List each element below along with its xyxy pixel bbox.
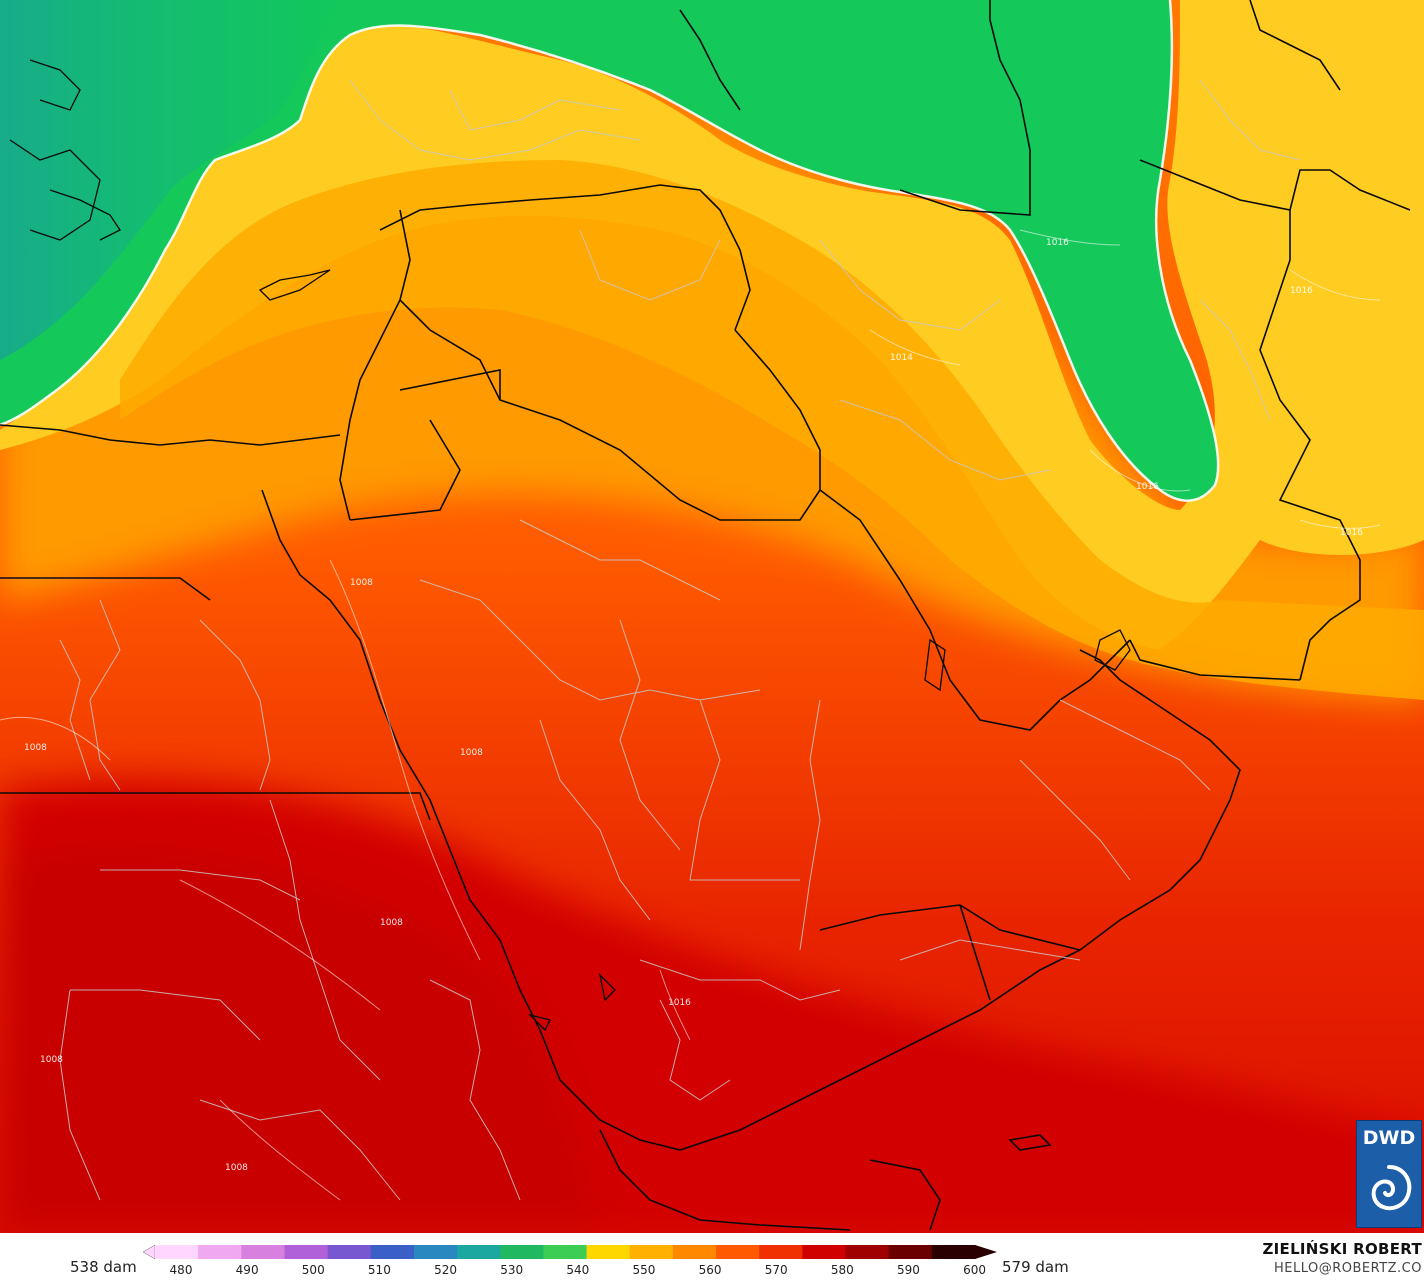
isobar-label: 1008	[225, 1163, 248, 1173]
colorbar-swatch	[543, 1245, 588, 1259]
isobars-white	[0, 229, 1381, 1201]
colorbar-swatch	[413, 1245, 458, 1259]
colorbar-swatch	[672, 1245, 717, 1259]
colorbar-swatch	[845, 1245, 890, 1259]
credit-name: ZIELIŃSKI ROBERT	[1262, 1240, 1422, 1258]
coastlines	[9, 59, 1131, 1032]
colorbar-swatch	[716, 1245, 760, 1259]
colorbar-tick-label: 560	[699, 1263, 722, 1277]
isobar-labels: 1016 1016 1016 1014 1008 1008 1008 1008 …	[24, 238, 1363, 1173]
band-teal-west	[0, 0, 340, 360]
colorbar-tick-label: 520	[434, 1263, 457, 1277]
colorbar-tick-label: 550	[632, 1263, 655, 1277]
isobar-label: 1016	[1136, 482, 1159, 492]
legend-bar: 538 dam 480 490 500 510 520 530 540 550 560 570 58…	[0, 1233, 1424, 1287]
colorbar-swatch	[500, 1245, 544, 1259]
band-deep-red-west	[0, 844, 600, 1233]
colorbar-swatch	[586, 1245, 631, 1259]
isobar-label: 1016	[1290, 286, 1313, 296]
isobar-label: 1016	[668, 998, 691, 1008]
isobar-label: 1008	[380, 918, 403, 928]
isobar-label: 1008	[460, 748, 483, 758]
isobar-label: 1008	[350, 578, 373, 588]
isobar-label: 1016	[1046, 238, 1069, 248]
boundary-540-contour	[0, 0, 1220, 502]
band-green-north	[0, 0, 1219, 501]
band-yellow	[0, 0, 1424, 650]
legend-max-label: 579 dam	[1002, 1258, 1069, 1276]
colorbar-swatch	[629, 1245, 674, 1259]
colorbar-swatch	[759, 1245, 803, 1259]
dwd-logo: DWD	[1356, 1120, 1422, 1228]
colorbar-swatch	[284, 1245, 329, 1259]
isobar-label: 1016	[1340, 528, 1363, 538]
colorbar-tick-label: 490	[236, 1263, 259, 1277]
colorbar-tick-label: 580	[831, 1263, 854, 1277]
colorbar-max-arrow	[975, 1245, 997, 1259]
colorbar-tick-label: 530	[500, 1263, 523, 1277]
isobar-label: 1008	[40, 1055, 63, 1065]
colorbar-swatch	[155, 1245, 199, 1259]
swirl-icon	[1371, 1165, 1412, 1211]
map-area: 1016 1016 1016 1014 1008 1008 1008 1008 …	[0, 0, 1424, 1233]
colorbar-swatch	[802, 1245, 847, 1259]
colorbar-swatch	[241, 1245, 285, 1259]
country-borders-black	[0, 0, 1411, 1231]
colorbar-min-arrow	[142, 1244, 156, 1260]
colorbar-tick-label: 540	[566, 1263, 589, 1277]
colorbar-swatch	[198, 1245, 242, 1259]
colorbar-swatch	[931, 1245, 976, 1259]
legend-min-label: 538 dam	[70, 1258, 137, 1276]
colorbar-tick-label: 480	[170, 1263, 193, 1277]
colorbar-swatch	[327, 1245, 372, 1259]
colorbar-swatch	[370, 1245, 415, 1259]
colorbar-tick-label: 590	[897, 1263, 920, 1277]
colorbar-tick-label: 510	[368, 1263, 391, 1277]
dwd-logo-text: DWD	[1362, 1127, 1416, 1149]
colorbar-tick-label: 570	[765, 1263, 788, 1277]
colorbar-swatch	[457, 1245, 501, 1259]
isobar-label: 1008	[24, 743, 47, 753]
colorbar-tick-label: 600	[963, 1263, 986, 1277]
credit-email: HELLO@ROBERTZ.CO	[1273, 1261, 1422, 1276]
isobar-label: 1014	[890, 353, 913, 363]
colorbar-tick-label: 500	[302, 1263, 325, 1277]
weather-map: 1016 1016 1016 1014 1008 1008 1008 1008 …	[0, 0, 1424, 1233]
color-scale: 480 490 500 510 520 530 540 550 560 570 580 590 600	[142, 1244, 997, 1277]
province-borders-grey	[59, 79, 1301, 1201]
colorbar-swatch	[888, 1245, 933, 1259]
band-yellow-orange-inner	[120, 160, 1424, 700]
